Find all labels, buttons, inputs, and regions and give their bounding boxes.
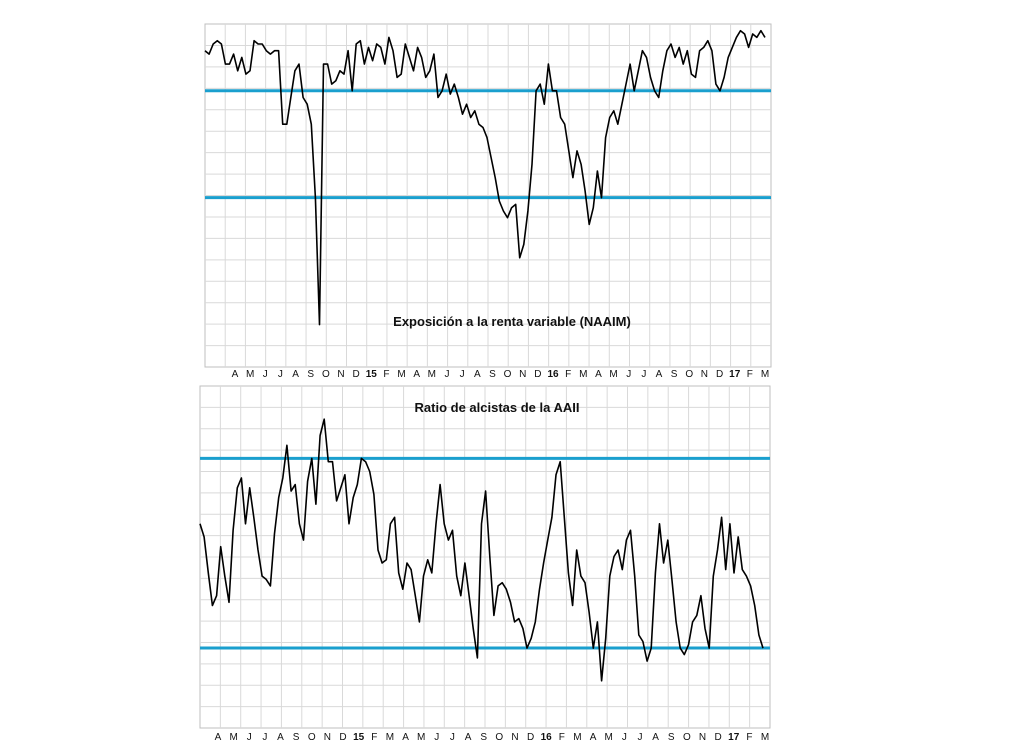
x-tick-label: N	[519, 369, 526, 380]
naaim-x-axis: A M J J A S O N D 15 F M A M J J A S O N D 16 F M A M J J A S O N D 17 F M	[232, 369, 770, 380]
x-tick-label: 15	[366, 369, 378, 380]
x-tick-label: N	[701, 369, 708, 380]
x-tick-label: F	[371, 732, 377, 743]
x-tick-label: M	[761, 369, 769, 380]
x-tick-label: S	[668, 732, 675, 743]
x-tick-label: O	[683, 732, 691, 743]
x-tick-label: M	[246, 369, 254, 380]
x-tick-label: A	[215, 732, 222, 743]
x-tick-label: S	[489, 369, 496, 380]
x-tick-label: A	[656, 369, 663, 380]
x-tick-label: A	[465, 732, 472, 743]
x-tick-label: S	[480, 732, 487, 743]
x-tick-label: F	[746, 732, 752, 743]
x-tick-label: M	[417, 732, 425, 743]
x-tick-label: S	[671, 369, 678, 380]
aaii-x-axis: A M J J A S O N D 15 F M A M J J A S O N D 16 F M A M J J A S O N D 17 F M	[215, 732, 770, 743]
x-tick-label: M	[579, 369, 587, 380]
x-tick-label: O	[495, 732, 503, 743]
x-tick-label: A	[595, 369, 602, 380]
x-tick-label: M	[573, 732, 581, 743]
x-tick-label: 16	[547, 369, 559, 380]
x-tick-label: J	[445, 369, 450, 380]
x-tick-label: J	[641, 369, 646, 380]
x-tick-label: F	[565, 369, 571, 380]
x-tick-label: J	[450, 732, 455, 743]
x-tick-label: F	[747, 369, 753, 380]
x-tick-label: 15	[353, 732, 365, 743]
x-tick-label: J	[263, 369, 268, 380]
x-tick-label: A	[277, 732, 284, 743]
naaim-chart-panel: Exposición a la renta variable (NAAIM)A M…	[204, 23, 772, 380]
x-tick-label: O	[308, 732, 316, 743]
aaii-chart-title: Ratio de alcistas de la AAII	[415, 400, 580, 415]
x-tick-label: D	[714, 732, 721, 743]
x-tick-label: M	[386, 732, 394, 743]
x-tick-label: F	[383, 369, 389, 380]
x-tick-label: A	[474, 369, 481, 380]
x-tick-label: J	[434, 732, 439, 743]
x-tick-label: N	[699, 732, 706, 743]
x-tick-label: M	[761, 732, 769, 743]
x-tick-label: A	[652, 732, 659, 743]
x-tick-label: M	[229, 732, 237, 743]
x-tick-label: N	[511, 732, 518, 743]
x-tick-label: A	[413, 369, 420, 380]
x-tick-label: A	[590, 732, 597, 743]
x-tick-label: D	[534, 369, 541, 380]
x-tick-label: M	[609, 369, 617, 380]
x-tick-label: D	[716, 369, 723, 380]
x-tick-label: N	[324, 732, 331, 743]
aaii-gridlines	[200, 386, 770, 728]
x-tick-label: 17	[728, 732, 740, 743]
x-tick-label: M	[397, 369, 405, 380]
x-tick-label: D	[339, 732, 346, 743]
x-tick-label: M	[605, 732, 613, 743]
x-tick-label: D	[527, 732, 534, 743]
x-tick-label: D	[353, 369, 360, 380]
x-tick-label: M	[428, 369, 436, 380]
x-tick-label: O	[322, 369, 330, 380]
x-tick-label: J	[622, 732, 627, 743]
x-tick-label: N	[337, 369, 344, 380]
x-tick-label: J	[278, 369, 283, 380]
naaim-chart-title: Exposición a la renta variable (NAAIM)	[393, 314, 631, 329]
x-tick-label: S	[307, 369, 314, 380]
x-tick-label: A	[292, 369, 299, 380]
x-tick-label: F	[559, 732, 565, 743]
x-tick-label: J	[247, 732, 252, 743]
x-tick-label: J	[626, 369, 631, 380]
x-tick-label: O	[685, 369, 693, 380]
x-tick-label: A	[402, 732, 409, 743]
naaim-gridlines	[205, 24, 771, 367]
x-tick-label: 16	[541, 732, 553, 743]
naaim-series-line	[204, 29, 766, 326]
x-tick-label: O	[504, 369, 512, 380]
x-tick-label: S	[293, 732, 300, 743]
x-tick-label: J	[262, 732, 267, 743]
x-tick-label: A	[232, 369, 239, 380]
x-tick-label: J	[637, 732, 642, 743]
x-tick-label: 17	[729, 369, 741, 380]
x-tick-label: J	[460, 369, 465, 380]
aaii-series-line	[199, 418, 764, 682]
